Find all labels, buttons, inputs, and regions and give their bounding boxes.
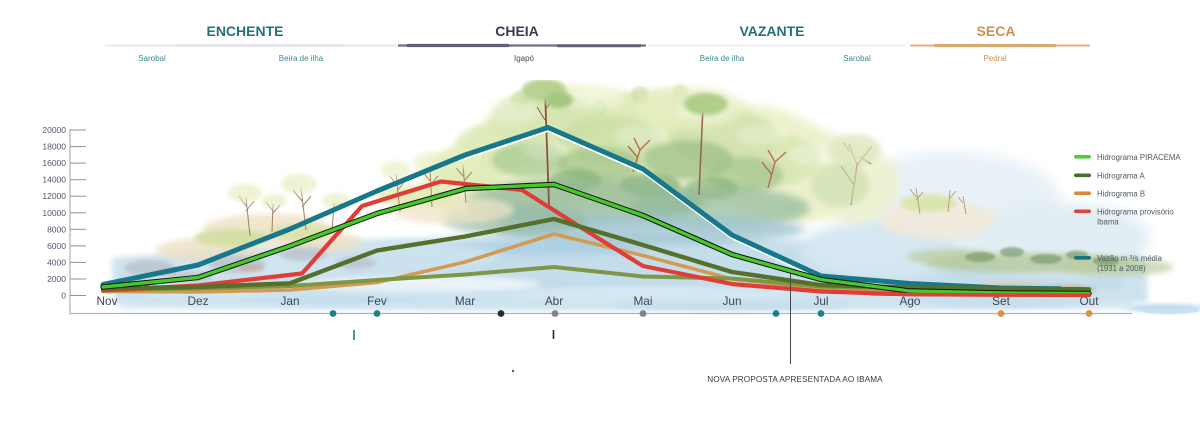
svg-text:(1931 a 2008): (1931 a 2008) xyxy=(1097,264,1146,273)
svg-text:NOVA PROPOSTA APRESENTADA AO I: NOVA PROPOSTA APRESENTADA AO IBAMA xyxy=(707,375,883,384)
svg-text:Mai: Mai xyxy=(633,294,652,308)
svg-text:CHEIA: CHEIA xyxy=(495,23,539,39)
svg-text:Out: Out xyxy=(1079,294,1099,308)
svg-text:12000: 12000 xyxy=(42,191,66,201)
svg-text:Abr: Abr xyxy=(545,294,563,308)
svg-text:Vazão m 3/s média: Vazão m 3/s média xyxy=(1097,254,1163,263)
svg-text:Hidrograma PIRACEMA: Hidrograma PIRACEMA xyxy=(1097,153,1181,162)
svg-text:Hidrograma B: Hidrograma B xyxy=(1097,190,1145,199)
svg-text:6000: 6000 xyxy=(47,241,66,251)
svg-text:Hidrograma provisório: Hidrograma provisório xyxy=(1097,208,1174,217)
svg-text:Beira de ilha: Beira de ilha xyxy=(700,54,745,63)
svg-text:10000: 10000 xyxy=(42,208,66,218)
svg-text:Ago: Ago xyxy=(900,294,921,308)
svg-text:ENCHENTE: ENCHENTE xyxy=(206,23,283,39)
svg-text:16000: 16000 xyxy=(42,158,66,168)
svg-text:2000: 2000 xyxy=(47,274,66,284)
svg-text:SECA: SECA xyxy=(977,23,1016,39)
svg-text:Hidrograma A: Hidrograma A xyxy=(1097,172,1145,181)
svg-text:VAZANTE: VAZANTE xyxy=(739,23,804,39)
svg-text:Jan: Jan xyxy=(280,294,299,308)
svg-text:18000: 18000 xyxy=(42,142,66,152)
svg-text:20000: 20000 xyxy=(42,125,66,135)
svg-text:Jun: Jun xyxy=(722,294,741,308)
svg-text:14000: 14000 xyxy=(42,175,66,185)
svg-text:Sarobal: Sarobal xyxy=(843,54,871,63)
svg-text:Nov: Nov xyxy=(97,294,118,308)
svg-text:Set: Set xyxy=(992,294,1010,308)
svg-text:Pedral: Pedral xyxy=(983,54,1006,63)
svg-text:Jul: Jul xyxy=(813,294,828,308)
svg-text:Sarobal: Sarobal xyxy=(138,54,166,63)
svg-text:Mar: Mar xyxy=(455,294,475,308)
svg-text:Fev: Fev xyxy=(367,294,387,308)
svg-text:4000: 4000 xyxy=(47,257,66,267)
svg-text:Ibama: Ibama xyxy=(1097,218,1119,227)
svg-text:0: 0 xyxy=(61,291,66,301)
svg-text:Igapó: Igapó xyxy=(514,54,535,63)
svg-text:8000: 8000 xyxy=(47,224,66,234)
svg-text:Dez: Dez xyxy=(188,294,209,308)
svg-text:Beira de ilha: Beira de ilha xyxy=(279,54,324,63)
